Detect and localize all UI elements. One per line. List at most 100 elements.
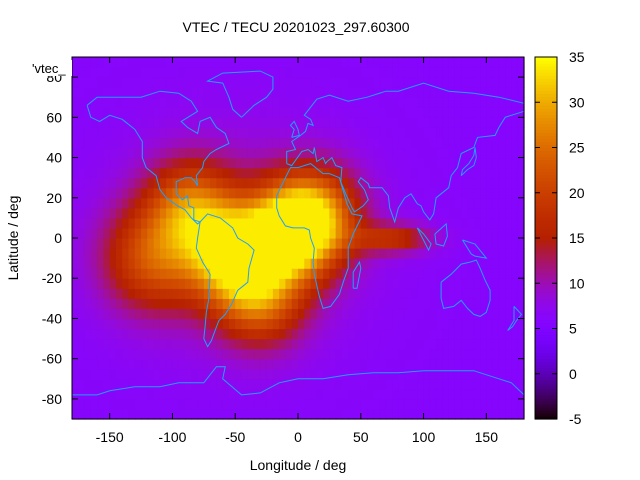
- vtec-cell: [348, 288, 356, 299]
- vtec-cell: [467, 157, 475, 169]
- vtec-cell: [411, 368, 418, 380]
- vtec-cell: [141, 227, 148, 239]
- vtec-cell: [436, 137, 443, 149]
- colorbar-band: [535, 213, 557, 218]
- vtec-cell: [492, 398, 500, 410]
- colorbar-band: [535, 69, 557, 73]
- vtec-cell: [423, 207, 431, 219]
- vtec-cell: [84, 248, 92, 259]
- vtec-cell: [348, 268, 356, 279]
- vtec-cell: [411, 268, 418, 279]
- vtec-cell: [216, 368, 224, 380]
- vtec-cell: [341, 378, 349, 390]
- vtec-cell: [411, 87, 418, 98]
- vtec-cell: [398, 308, 406, 320]
- vtec-cell: [103, 217, 111, 229]
- vtec-cell: [454, 288, 462, 299]
- vtec-cell: [498, 227, 506, 239]
- vtec-cell: [486, 398, 494, 410]
- vtec-cell: [72, 197, 79, 209]
- vtec-cell: [228, 268, 236, 279]
- vtec-cell: [266, 107, 274, 118]
- vtec-cell: [90, 248, 98, 259]
- vtec-cell: [367, 147, 374, 159]
- vtec-cell: [197, 67, 205, 78]
- vtec-cell: [492, 107, 500, 118]
- vtec-cell: [360, 177, 368, 189]
- colorbar-tick-label: 10: [569, 275, 585, 291]
- vtec-cell: [203, 338, 211, 350]
- vtec-cell: [417, 77, 425, 88]
- vtec-cell: [354, 348, 362, 360]
- vtec-cell: [517, 187, 525, 199]
- vtec-cell: [448, 227, 456, 239]
- vtec-cell: [367, 157, 374, 169]
- y-tick-label: -40: [42, 310, 62, 326]
- vtec-cell: [235, 167, 243, 179]
- vtec-cell: [222, 107, 230, 118]
- vtec-cell: [329, 207, 337, 219]
- vtec-cell: [185, 137, 192, 149]
- vtec-cell: [310, 368, 318, 380]
- vtec-cell: [153, 187, 161, 199]
- vtec-cell: [291, 197, 299, 209]
- vtec-cell: [159, 368, 167, 380]
- vtec-cell: [247, 328, 255, 340]
- colorbar-band: [535, 346, 557, 351]
- vtec-cell: [254, 147, 261, 159]
- vtec-cell: [473, 167, 481, 179]
- vtec-cell: [178, 258, 186, 269]
- vtec-cell: [329, 248, 337, 259]
- vtec-cell: [385, 127, 393, 139]
- vtec-cell: [241, 268, 249, 279]
- vtec-cell: [505, 197, 513, 209]
- vtec-cell: [404, 348, 412, 360]
- vtec-cell: [354, 77, 362, 88]
- vtec-cell: [272, 248, 280, 259]
- vtec-cell: [279, 187, 287, 199]
- vtec-cell: [392, 167, 400, 179]
- vtec-cell: [260, 177, 268, 189]
- vtec-cell: [323, 57, 330, 68]
- vtec-cell: [172, 258, 180, 269]
- vtec-cell: [436, 117, 443, 128]
- vtec-cell: [398, 238, 406, 249]
- vtec-cell: [392, 318, 400, 330]
- vtec-cell: [228, 177, 236, 189]
- vtec-cell: [216, 348, 224, 360]
- x-tick-label: -100: [158, 429, 186, 445]
- vtec-cell: [72, 398, 79, 410]
- vtec-cell: [216, 157, 224, 169]
- vtec-cell: [279, 278, 287, 289]
- vtec-cell: [272, 398, 280, 410]
- vtec-cell: [272, 288, 280, 299]
- vtec-cell: [505, 298, 513, 309]
- vtec-cell: [254, 167, 261, 179]
- colorbar-band: [535, 186, 557, 191]
- vtec-cell: [178, 318, 186, 330]
- vtec-cell: [210, 288, 217, 299]
- vtec-cell: [316, 268, 324, 279]
- vtec-cell: [461, 358, 469, 370]
- vtec-cell: [216, 308, 224, 320]
- vtec-cell: [166, 207, 174, 219]
- vtec-cell: [122, 328, 130, 340]
- vtec-cell: [423, 258, 431, 269]
- vtec-cell: [141, 348, 148, 360]
- vtec-cell: [72, 288, 79, 299]
- vtec-cell: [411, 328, 418, 340]
- vtec-cell: [341, 348, 349, 360]
- vtec-cell: [392, 57, 400, 68]
- vtec-cell: [354, 117, 362, 128]
- vtec-cell: [423, 87, 431, 98]
- vtec-cell: [203, 258, 211, 269]
- vtec-cell: [411, 298, 418, 309]
- vtec-cell: [367, 318, 374, 330]
- vtec-cell: [454, 77, 462, 88]
- vtec-cell: [122, 238, 130, 249]
- vtec-cell: [266, 167, 274, 179]
- colorbar-band: [535, 394, 557, 399]
- vtec-cell: [423, 318, 431, 330]
- vtec-cell: [191, 57, 199, 68]
- colorbar-band: [535, 262, 557, 266]
